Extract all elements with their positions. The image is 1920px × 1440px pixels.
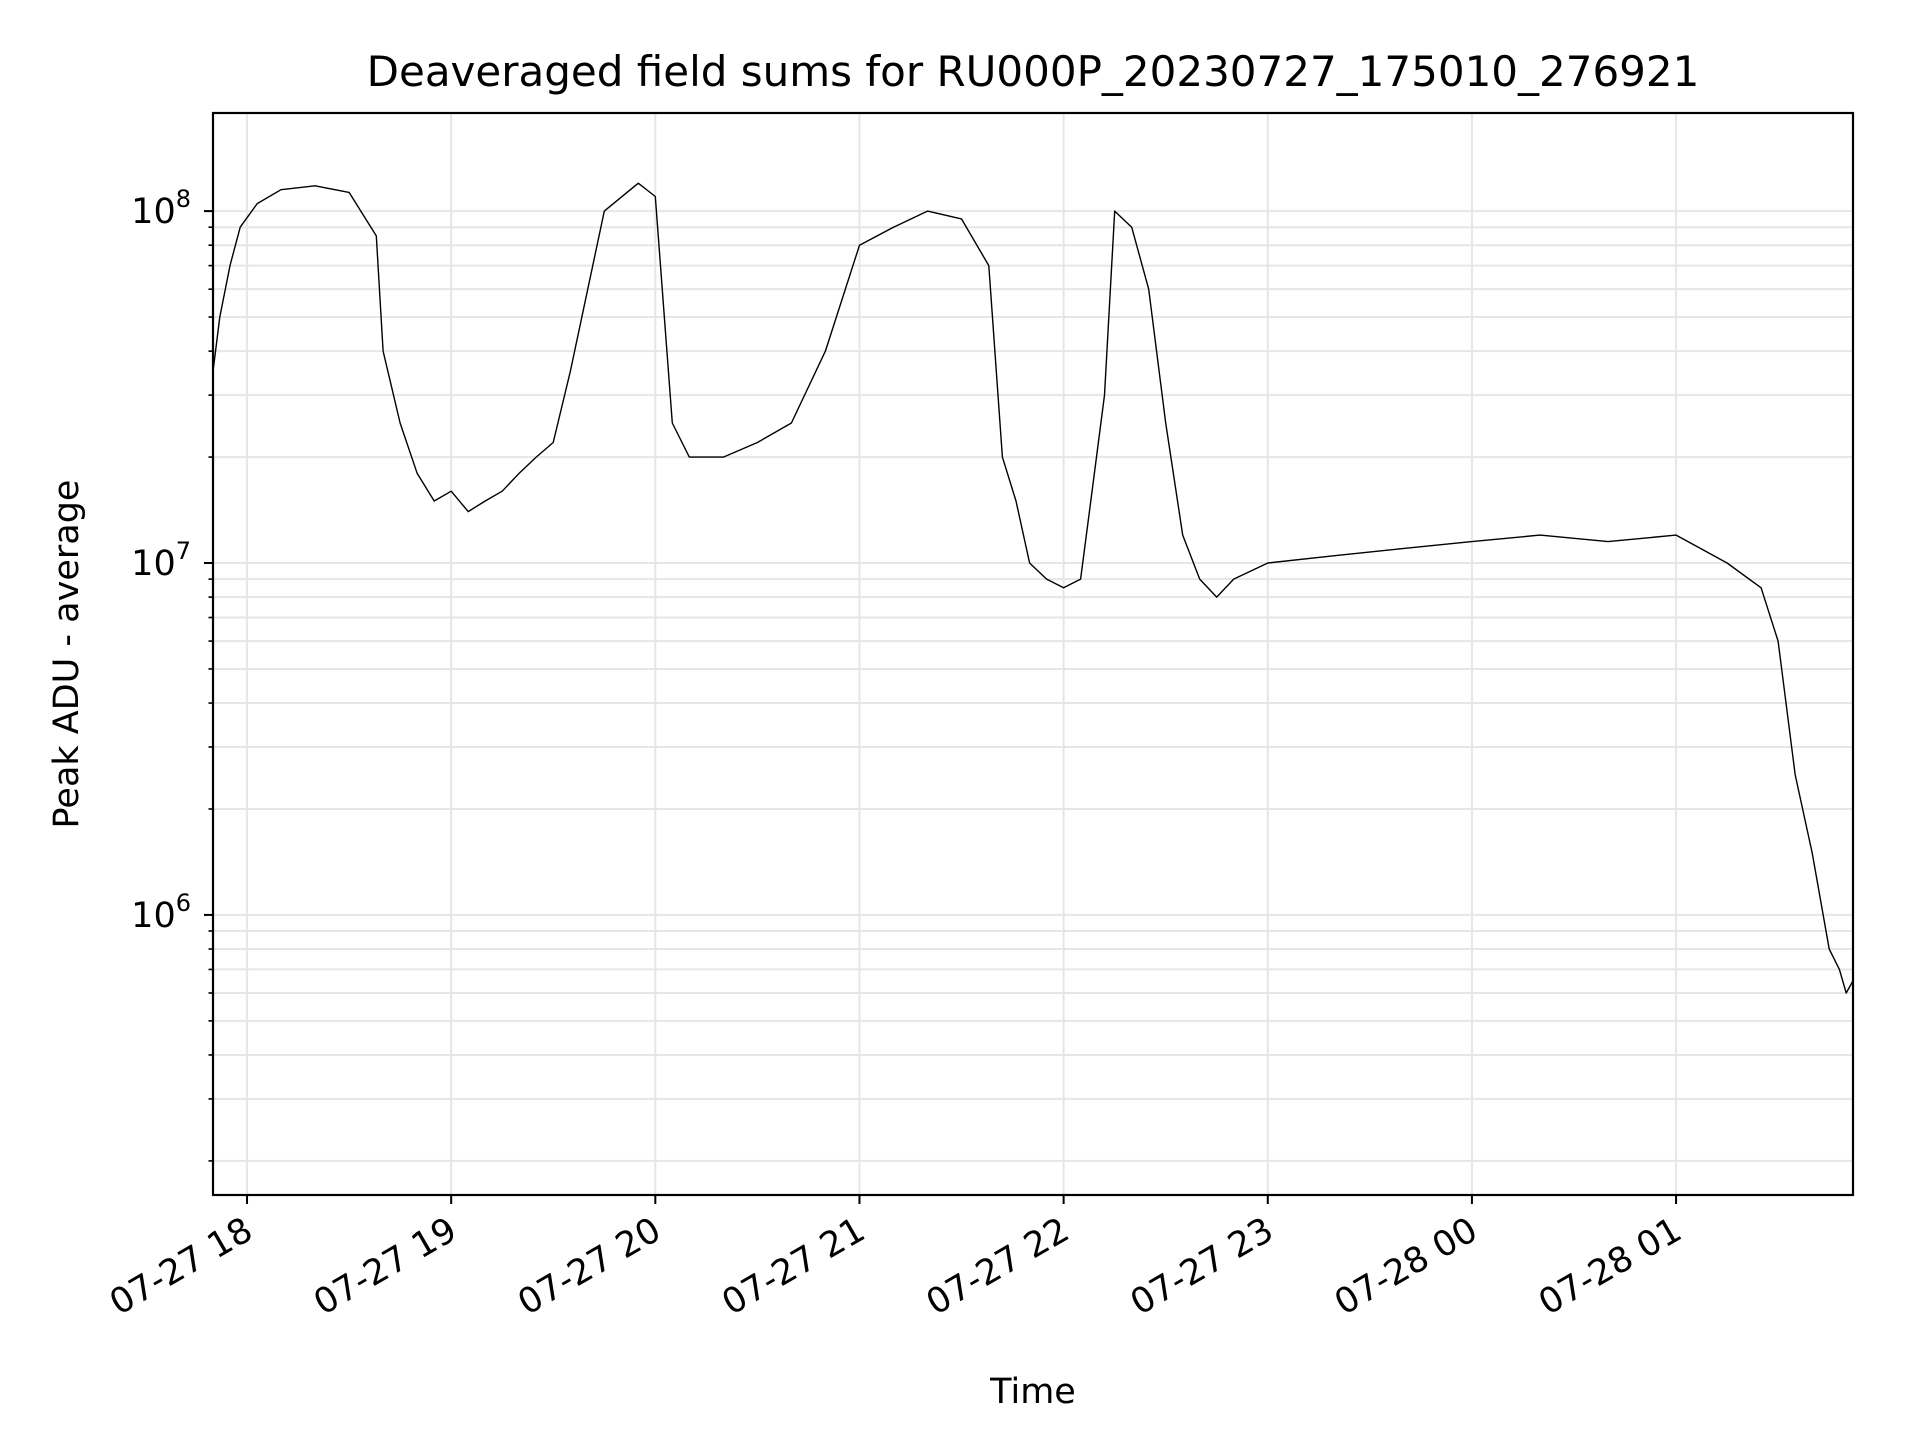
y-tick-label: 108 bbox=[131, 185, 191, 232]
y-tick-label: 107 bbox=[131, 537, 191, 584]
series-line bbox=[212, 182, 1854, 994]
series-layer bbox=[212, 182, 1854, 994]
x-axis-label: Time bbox=[989, 1372, 1076, 1412]
grid bbox=[213, 113, 1853, 1195]
plot-frame bbox=[211, 111, 1855, 1197]
y-tick-label: 106 bbox=[131, 889, 191, 936]
y-axis-label: Peak ADU - average bbox=[47, 480, 87, 829]
chart-title: Deaveraged field sums for RU000P_2023072… bbox=[367, 47, 1700, 96]
